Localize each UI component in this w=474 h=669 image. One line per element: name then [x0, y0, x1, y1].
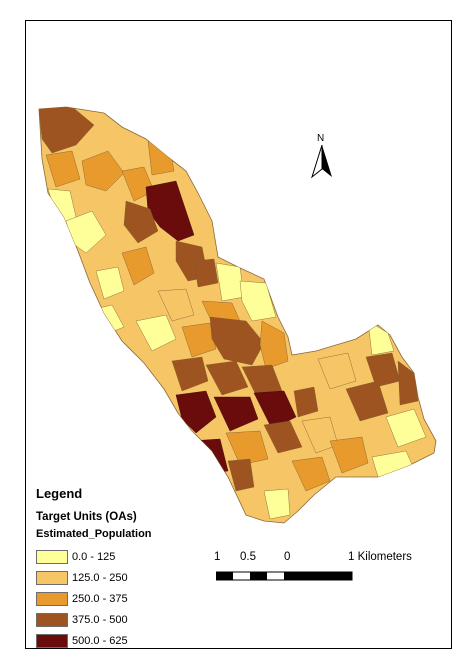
legend-swatch	[36, 612, 68, 627]
north-arrow-icon	[311, 144, 332, 179]
legend-subtitle: Target Units (OAs)	[36, 511, 137, 523]
scale-label-0: 0	[284, 551, 291, 563]
legend-swatch	[36, 633, 68, 648]
legend-label: 500.0 - 625	[72, 634, 128, 647]
legend-swatch	[36, 570, 68, 585]
legend-label: 0.0 - 125	[72, 550, 116, 563]
legend-entry: 375.0 - 500	[36, 609, 196, 630]
legend-field: Estimated_Population	[36, 528, 152, 540]
scale-bar: 1 0.5 0 1 Kilometers	[214, 551, 414, 591]
map-frame: N 1 0.5 0 1 Kilometers Legend Target Uni…	[25, 20, 452, 649]
legend-entry: 125.0 - 250	[36, 567, 196, 588]
legend-entry: 500.0 - 625	[36, 630, 196, 651]
scale-label-km: 1 Kilometers	[348, 551, 412, 563]
scale-bar-graphic	[216, 571, 353, 581]
legend: Legend Target Units (OAs) Estimated_Popu…	[36, 486, 196, 651]
legend-label: 250.0 - 375	[72, 592, 128, 605]
scale-label-0-5: 0.5	[240, 551, 256, 563]
north-arrow: N	[308, 133, 336, 183]
map-canvas[interactable]	[26, 21, 453, 650]
legend-label: 375.0 - 500	[72, 613, 128, 626]
scale-label-1: 1	[214, 551, 221, 563]
legend-title: Legend	[36, 486, 83, 501]
map-region	[38, 106, 437, 524]
legend-swatch	[36, 591, 68, 606]
legend-entry: 250.0 - 375	[36, 588, 196, 609]
legend-label: 125.0 - 250	[72, 571, 128, 584]
north-arrow-label: N	[317, 133, 325, 144]
legend-swatch	[36, 549, 68, 564]
legend-entry: 0.0 - 125	[36, 546, 196, 567]
